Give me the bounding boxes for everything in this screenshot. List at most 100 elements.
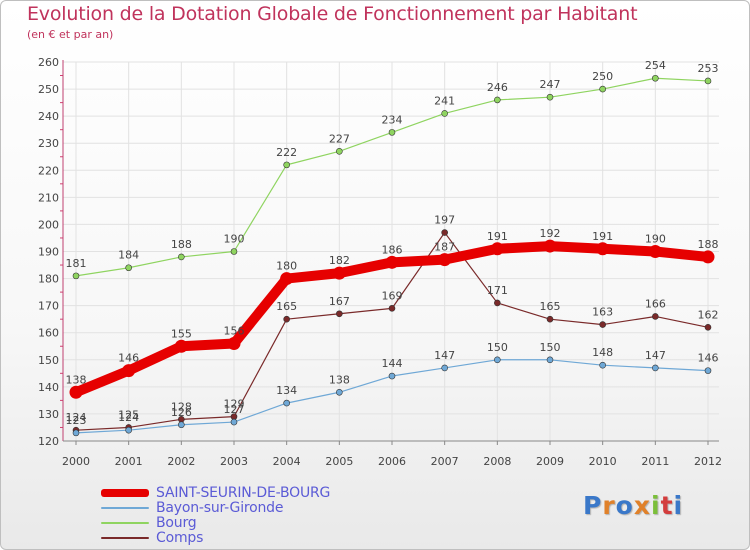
data-label: 246 <box>487 81 508 94</box>
data-label: 247 <box>540 78 561 91</box>
x-tick-label: 2009 <box>536 455 564 468</box>
data-label: 150 <box>540 341 561 354</box>
data-label: 127 <box>224 403 245 416</box>
data-point <box>72 429 80 437</box>
x-tick-label: 2007 <box>431 455 459 468</box>
data-point <box>230 418 238 426</box>
y-tick-label: 180 <box>38 273 59 286</box>
y-tick-label: 260 <box>38 56 59 69</box>
data-point <box>441 229 448 236</box>
data-point <box>72 272 80 280</box>
x-tick-label: 2010 <box>589 455 617 468</box>
data-label: 167 <box>329 295 350 308</box>
y-tick-label: 120 <box>38 435 59 448</box>
data-point <box>283 315 290 323</box>
data-label: 165 <box>276 300 297 313</box>
data-label: 138 <box>329 373 350 386</box>
data-label: 188 <box>698 238 719 251</box>
data-point <box>441 364 448 372</box>
data-label: 166 <box>645 297 666 310</box>
data-point <box>283 399 290 407</box>
data-point <box>652 313 659 320</box>
data-label: 144 <box>382 357 403 370</box>
data-label: 155 <box>171 327 192 340</box>
data-point <box>543 239 557 253</box>
data-label: 241 <box>434 94 455 107</box>
y-tick-label: 150 <box>38 354 59 367</box>
y-tick-label: 170 <box>38 300 59 313</box>
y-tick-label: 130 <box>38 408 59 421</box>
data-label: 124 <box>118 411 139 424</box>
data-point <box>704 323 712 331</box>
data-label: 254 <box>645 59 666 72</box>
data-label: 180 <box>276 260 297 273</box>
data-point <box>599 85 606 93</box>
data-label: 134 <box>276 384 297 397</box>
data-label: 191 <box>592 230 613 243</box>
data-point <box>652 364 659 372</box>
legend-swatch <box>101 489 149 497</box>
data-point <box>336 388 343 396</box>
data-point <box>283 161 290 169</box>
data-point <box>178 253 185 261</box>
y-tick-label: 140 <box>38 381 59 394</box>
x-tick-label: 2002 <box>167 455 195 468</box>
data-point <box>494 299 501 307</box>
data-label: 150 <box>487 341 508 354</box>
legend-swatch <box>101 522 149 524</box>
data-label: 197 <box>434 214 455 227</box>
legend-label: SAINT-SEURIN-DE-BOURG <box>156 485 331 501</box>
data-label: 138 <box>66 373 87 386</box>
data-point <box>178 421 185 429</box>
data-point <box>546 356 554 364</box>
data-point <box>438 253 452 267</box>
data-point <box>174 339 188 353</box>
y-tick-label: 160 <box>38 327 59 340</box>
data-point <box>336 310 343 318</box>
data-label: 129 <box>224 398 245 411</box>
data-point <box>490 242 504 256</box>
data-label: 227 <box>329 132 350 145</box>
data-point <box>122 364 136 378</box>
data-label: 192 <box>540 227 561 240</box>
y-tick-label: 200 <box>38 218 59 231</box>
data-label: 148 <box>592 346 613 359</box>
data-label: 146 <box>118 352 139 365</box>
data-label: 125 <box>118 408 139 421</box>
legend-label: Bayon-sur-Gironde <box>156 500 284 516</box>
x-tick-label: 2011 <box>641 455 669 468</box>
x-tick-label: 2008 <box>483 455 511 468</box>
data-point <box>494 356 501 364</box>
data-point <box>230 248 238 255</box>
x-tick-label: 2006 <box>378 455 406 468</box>
proxiti-logo: Proxiti <box>583 491 684 520</box>
legend-label: Bourg <box>156 515 197 531</box>
data-label: 162 <box>698 308 719 321</box>
data-point <box>701 250 715 264</box>
data-label: 181 <box>66 257 87 270</box>
data-label: 253 <box>698 62 719 75</box>
y-tick-label: 230 <box>38 137 59 150</box>
data-label: 190 <box>224 233 245 246</box>
data-point <box>596 242 610 256</box>
x-tick-label: 2004 <box>273 455 301 468</box>
data-point <box>332 266 346 280</box>
x-tick-label: 2000 <box>62 455 90 468</box>
legend-swatch <box>101 507 149 509</box>
chart-subtitle: (en € et par an) <box>27 28 114 41</box>
data-point <box>388 305 396 312</box>
x-tick-label: 2001 <box>115 455 143 468</box>
y-tick-label: 210 <box>38 191 59 204</box>
data-label: 222 <box>276 146 297 159</box>
data-label: 124 <box>66 411 87 424</box>
data-point <box>599 321 606 328</box>
data-label: 165 <box>540 300 561 313</box>
y-tick-label: 250 <box>38 83 59 96</box>
x-tick-label: 2005 <box>325 455 353 468</box>
data-point <box>599 361 606 369</box>
data-label: 147 <box>434 349 455 362</box>
data-label: 186 <box>382 243 403 256</box>
data-label: 182 <box>329 254 350 267</box>
x-tick-label: 2003 <box>220 455 248 468</box>
